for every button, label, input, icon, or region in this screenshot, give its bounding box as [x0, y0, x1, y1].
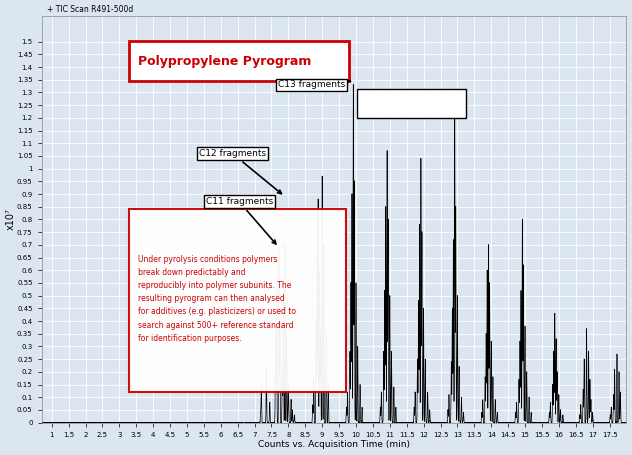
Text: Polypropylene Pyrogram: Polypropylene Pyrogram: [138, 55, 312, 67]
Text: C12 fragments: C12 fragments: [199, 149, 281, 194]
Text: Under pyrolysis conditions polymers
break down predictably and
reproducibly into: Under pyrolysis conditions polymers brea…: [138, 255, 296, 343]
Text: C13 fragments: C13 fragments: [278, 80, 351, 89]
FancyBboxPatch shape: [130, 209, 346, 392]
Text: C11 fragments: C11 fragments: [205, 197, 276, 244]
X-axis label: Counts vs. Acquisition Time (min): Counts vs. Acquisition Time (min): [258, 440, 410, 450]
FancyBboxPatch shape: [358, 90, 466, 118]
Text: + TIC Scan R491-500d: + TIC Scan R491-500d: [47, 5, 134, 14]
FancyBboxPatch shape: [130, 40, 349, 81]
Y-axis label: x10⁷: x10⁷: [6, 208, 16, 230]
